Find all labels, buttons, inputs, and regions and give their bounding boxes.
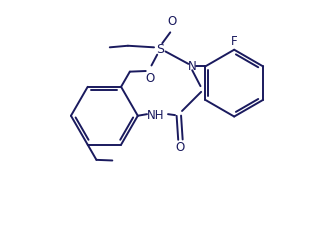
Text: O: O bbox=[167, 15, 176, 28]
Text: F: F bbox=[231, 35, 238, 48]
Text: O: O bbox=[146, 72, 155, 85]
Text: S: S bbox=[156, 43, 164, 56]
Text: O: O bbox=[176, 140, 185, 153]
Text: NH: NH bbox=[147, 108, 165, 121]
Text: N: N bbox=[188, 60, 197, 72]
